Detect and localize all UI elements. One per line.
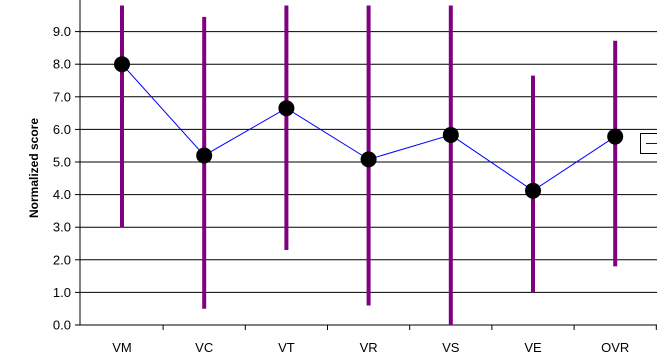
data-point: [442, 126, 459, 143]
axes: [79, 0, 657, 330]
y-tick-label: 9.0: [53, 24, 71, 39]
legend: [640, 133, 657, 154]
y-tick-label: 7.0: [53, 89, 71, 104]
data-point: [525, 182, 541, 199]
y-tick-label: 2.0: [53, 252, 71, 267]
data-point: [114, 56, 130, 73]
x-tick-label: VT: [278, 340, 295, 355]
y-tick-labels: 0.0 1.0 2.0 3.0 4.0 5.0 6.0 7.0 8.0 9.0: [53, 24, 71, 332]
data-point: [607, 128, 624, 145]
x-tick-label: OVR: [601, 340, 629, 355]
x-tick-label: VR: [360, 340, 378, 355]
x-tick-label: VC: [195, 340, 213, 355]
gridlines: [75, 31, 657, 326]
y-tick-label: 5.0: [53, 155, 71, 170]
y-tick-label: 4.0: [53, 187, 71, 202]
x-tick-label: VE: [524, 340, 542, 355]
y-tick-label: 8.0: [53, 57, 71, 72]
data-points: [114, 56, 624, 199]
x-tick-label: VS: [442, 340, 460, 355]
data-point: [196, 147, 213, 164]
x-tick-label: VM: [112, 340, 132, 355]
y-tick-label: 0.0: [53, 318, 71, 333]
x-tick-labels: VM VC VT VR VS VE OVR: [112, 340, 629, 355]
data-point: [278, 100, 295, 117]
y-tick-label: 3.0: [53, 220, 71, 235]
y-axis-title: Normalized score: [27, 118, 41, 218]
data-point: [360, 151, 377, 168]
y-tick-label: 1.0: [53, 285, 71, 300]
y-tick-label: 6.0: [53, 122, 71, 137]
